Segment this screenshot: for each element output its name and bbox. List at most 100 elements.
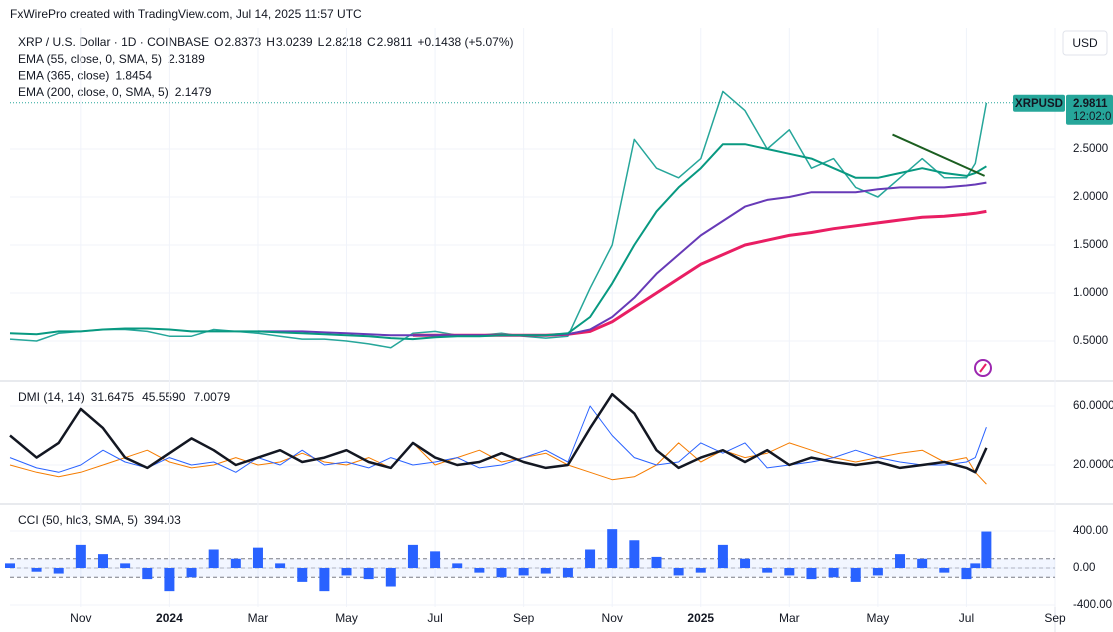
x-tick-label: Sep <box>1044 611 1066 625</box>
cci-bar <box>186 568 197 578</box>
trendline <box>892 133 986 177</box>
cci-bar <box>917 558 928 569</box>
y-tick-label: 2.5000 <box>1073 143 1108 155</box>
cci-bar <box>297 568 308 582</box>
cci-bar <box>496 568 507 578</box>
y-tick-label: -400.00 <box>1073 599 1112 611</box>
cci-bar <box>784 568 795 576</box>
series-line <box>9 442 987 485</box>
cci-bar <box>341 568 352 576</box>
study-value: 2.1479 <box>175 85 212 99</box>
cci-bar <box>319 568 330 592</box>
cci-bar <box>275 563 286 569</box>
x-tick-label: Mar <box>779 611 800 625</box>
cci-bar <box>695 568 706 573</box>
x-tick-label: Sep <box>513 611 535 625</box>
study-value: 2.3189 <box>168 52 205 66</box>
cci-bar <box>385 568 396 587</box>
cci-bar <box>230 558 241 569</box>
pane: 20.0000 60.0000 <box>9 392 1113 485</box>
cci-bar <box>97 554 108 569</box>
x-tick-label: Nov <box>602 611 623 625</box>
cci-bar <box>762 568 773 573</box>
pane: -400.00 0.00 400.00 <box>5 525 1112 611</box>
price-box <box>1066 94 1113 125</box>
cci-bar <box>939 568 950 573</box>
cci-bar <box>629 540 640 569</box>
study-value: 7.0079 <box>193 390 230 404</box>
cci-bar <box>474 568 485 573</box>
cci-bar <box>981 531 992 569</box>
cci-bar <box>5 563 15 569</box>
cci-bar <box>828 568 839 578</box>
currency-button[interactable] <box>1062 30 1108 56</box>
x-tick-label: 2025 <box>687 611 714 625</box>
cci-bar <box>872 568 883 576</box>
ticker-box <box>1013 94 1065 112</box>
cci-bar <box>740 558 751 569</box>
countdown: 12:02:0 <box>1073 111 1111 123</box>
cci-bar <box>252 547 263 569</box>
y-tick-label: 400.00 <box>1073 525 1108 537</box>
cci-bar <box>53 568 64 574</box>
ohlc-key: H <box>266 35 275 49</box>
change: +0.1438 (+5.07%) <box>417 35 513 49</box>
series-line <box>9 392 988 474</box>
credit: FxWirePro created with TradingView.com, … <box>10 7 362 21</box>
currency[interactable]: USD <box>1072 36 1098 50</box>
cci-bar <box>75 544 86 569</box>
cci-bar <box>31 568 42 572</box>
x-tick-label: Jul <box>959 611 974 625</box>
cci-bar <box>806 568 817 580</box>
study-label: DMI (14, 14) <box>18 390 85 404</box>
cci-bar <box>363 568 374 580</box>
legend: XRP / U.S. Dollar · 1D · COINBASE O 2.8373… <box>18 35 514 527</box>
cci-bar <box>850 568 861 582</box>
study-label: EMA (365, close) <box>18 69 109 83</box>
study-value: 31.6475 <box>91 390 135 404</box>
cci-bar <box>208 549 219 569</box>
ohlc-key: C <box>367 35 376 49</box>
study-label: EMA (200, close, 0, SMA, 5) <box>18 85 169 99</box>
y-tick-label: 20.0000 <box>1073 459 1113 471</box>
ohlc-key: L <box>318 35 325 49</box>
ohlc-value: 2.9811 <box>377 35 413 49</box>
cci-bar <box>120 563 131 569</box>
x-tick-label: Nov <box>70 611 91 625</box>
cci-bar <box>585 549 596 569</box>
cci-bar <box>540 568 551 574</box>
y-tick-label: 2.0000 <box>1073 191 1108 203</box>
y-tick-label: 0.00 <box>1073 562 1095 574</box>
series-line <box>9 405 987 473</box>
study-value: 394.03 <box>144 513 181 527</box>
ohlc-value: 2.8373 <box>225 35 262 49</box>
x-tick-label: May <box>867 611 890 625</box>
cci-bar <box>607 529 618 569</box>
cci-bar <box>452 563 463 569</box>
y-tick-label: 1.5000 <box>1073 239 1108 251</box>
cci-bar <box>430 551 441 569</box>
ohlc-value: 2.8218 <box>325 35 362 49</box>
y-tick-label: 0.5000 <box>1073 335 1108 347</box>
ohlc-value: 3.0239 <box>276 35 313 49</box>
x-tick-label: 2024 <box>156 611 183 625</box>
y-tick-label: 60.0000 <box>1073 400 1113 412</box>
ticker: XRPUSD <box>1015 98 1063 110</box>
study-label: CCI (50, hlc3, SMA, 5) <box>18 513 138 527</box>
symbol-label: XRP / U.S. Dollar · 1D · COINBASE <box>18 35 209 49</box>
x-tick-label: Jul <box>427 611 442 625</box>
last-price: 2.9811 <box>1073 98 1108 110</box>
series-line <box>9 143 987 341</box>
cci-bar <box>407 544 418 569</box>
x-tick-label: Mar <box>248 611 269 625</box>
ohlc-key: O <box>214 35 223 49</box>
cci-bar <box>895 554 906 569</box>
cci-bar <box>562 568 573 578</box>
cci-bar <box>518 568 529 576</box>
study-value: 45.5590 <box>142 390 186 404</box>
cci-bar <box>961 568 972 580</box>
cci-bar <box>651 556 662 569</box>
cci-bar <box>717 544 728 569</box>
cci-bar <box>164 568 175 592</box>
